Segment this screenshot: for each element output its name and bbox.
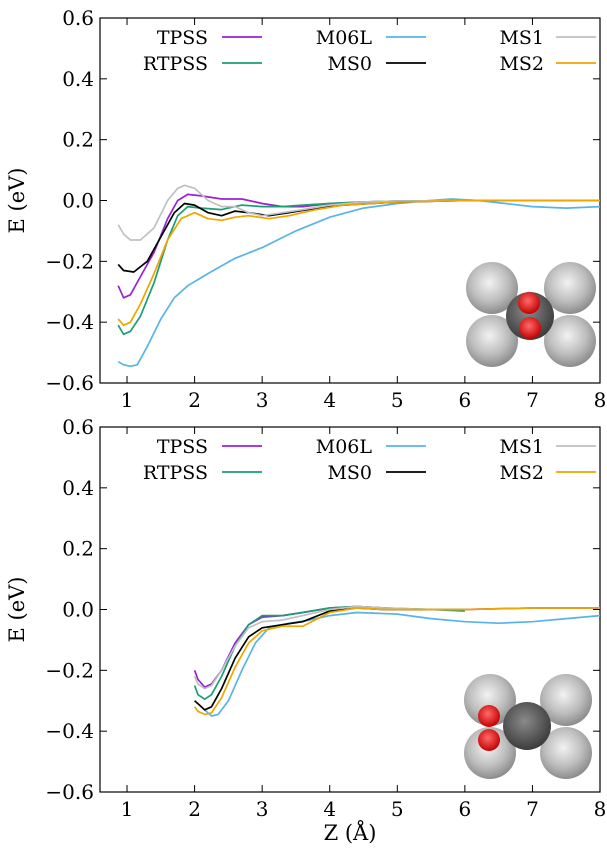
y-tick-label: 0.6 [62, 6, 94, 30]
legend-label-tpss: TPSS [157, 27, 208, 49]
series-line-ms2 [117, 199, 600, 327]
x-tick-label: 5 [391, 388, 404, 412]
legend-label-ms1: MS1 [499, 436, 544, 458]
legend-label-ms0: MS0 [327, 53, 372, 75]
legend-label-rtpss: RTPSS [143, 53, 208, 75]
y-tick-label: 0.4 [62, 67, 94, 91]
x-tick-label: 8 [594, 797, 607, 821]
x-tick-label: 6 [458, 388, 471, 412]
legend-label-ms0: MS0 [327, 462, 372, 484]
series-line-m06l [117, 198, 600, 368]
series-group [117, 184, 600, 368]
x-tick-label: 1 [121, 797, 134, 821]
metal-atom [466, 315, 518, 367]
y-tick-label: −0.4 [45, 310, 94, 334]
x-tick-label: 4 [323, 797, 336, 821]
y-tick-label: 0.6 [62, 415, 94, 439]
y-tick-label: 0.2 [62, 537, 94, 561]
x-tick-label: 6 [458, 797, 471, 821]
y-tick-label: 0.4 [62, 476, 94, 500]
x-tick-label: 1 [121, 388, 134, 412]
y-tick-label: 0.0 [62, 189, 94, 213]
oxygen-atom [478, 729, 500, 751]
y-tick-label: −0.2 [45, 249, 94, 273]
metal-atom [466, 262, 518, 314]
x-tick-label: 2 [188, 797, 201, 821]
series-line-ms2 [193, 607, 600, 716]
x-tick-label: 2 [188, 388, 201, 412]
y-tick-label: −0.2 [45, 658, 94, 682]
center-atom [503, 702, 551, 750]
y-tick-label: −0.6 [45, 371, 94, 395]
inset-structure-image [466, 262, 596, 367]
legend-label-ms2: MS2 [499, 462, 544, 484]
series-line-ms0 [117, 199, 600, 273]
y-tick-label: 0.2 [62, 128, 94, 152]
chart-panel-1: −0.6 −0.4 −0.2 0.0 0.2 0.4 0.6 1 2 3 4 5 6 7 8 E (eV) TP… [5, 6, 606, 412]
legend-label-ms2: MS2 [499, 53, 544, 75]
center-atom [506, 292, 554, 340]
legend-label-tpss: TPSS [157, 436, 208, 458]
x-tick-label: 5 [391, 797, 404, 821]
series-line-ms0 [194, 607, 465, 711]
y-axis-label: E (eV) [5, 577, 29, 643]
y-axis-label: E (eV) [5, 168, 29, 234]
metal-atom [540, 727, 592, 779]
metal-atom [544, 262, 596, 314]
x-tick-label: 3 [256, 797, 269, 821]
metal-atom [464, 727, 516, 779]
x-tick-label: 7 [526, 797, 539, 821]
x-tick-label: 3 [256, 388, 269, 412]
metal-atom [544, 315, 596, 367]
series-line-ms1 [117, 184, 600, 241]
legend-label-ms1: MS1 [499, 27, 544, 49]
legend-label-rtpss: RTPSS [143, 462, 208, 484]
y-tick-label: 0.0 [62, 598, 94, 622]
x-axis-label: Z (Å) [324, 820, 377, 845]
metal-atom [540, 674, 592, 726]
series-line-ms1 [193, 605, 465, 690]
series-group [193, 605, 600, 717]
legend-label-m06l: M06L [316, 27, 373, 49]
oxygen-atom [478, 705, 500, 727]
x-tick-label: 7 [526, 388, 539, 412]
legend-label-m06l: M06L [316, 436, 373, 458]
y-tick-label: −0.4 [45, 719, 94, 743]
series-line-tpss [193, 605, 600, 688]
y-tick-label: −0.6 [45, 780, 94, 804]
inset-structure-image [464, 674, 592, 779]
oxygen-atom [519, 317, 541, 339]
chart-panel-2: −0.6 −0.4 −0.2 0.0 0.2 0.4 0.6 1 2 3 4 5 6 7 8 E (eV) Z … [5, 415, 606, 845]
x-tick-label: 8 [594, 388, 607, 412]
oxygen-atom [518, 292, 540, 314]
metal-atom [464, 674, 516, 726]
x-tick-label: 4 [323, 388, 336, 412]
